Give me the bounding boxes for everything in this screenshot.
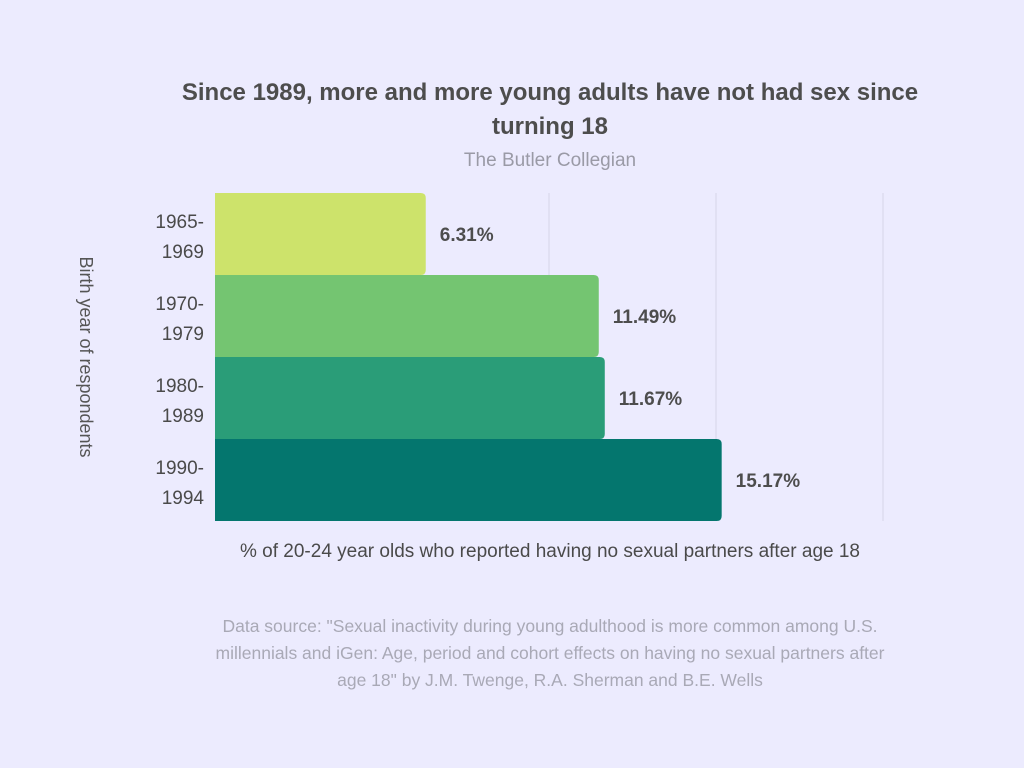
- data-label-2: 11.67%: [619, 389, 682, 410]
- y-tick-line: 1980-: [155, 376, 204, 397]
- y-tick-line: 1994: [162, 488, 205, 509]
- y-tick-label-3: 1990- 1994: [155, 458, 204, 509]
- bar-3: [215, 439, 722, 521]
- y-tick-line: 1979: [162, 324, 204, 345]
- bar-2: [215, 357, 605, 439]
- data-label-3: 15.17%: [736, 471, 801, 492]
- y-tick-label-1: 1970- 1979: [155, 294, 204, 345]
- chart-subtitle: The Butler Collegian: [463, 150, 637, 171]
- bar-0: [215, 193, 426, 275]
- data-label-0: 6.31%: [440, 225, 494, 246]
- data-source-note: Data source: "Sexual inactivity during y…: [215, 616, 885, 690]
- x-axis-label: % of 20-24 year olds who reported having…: [240, 541, 860, 562]
- y-tick-line: 1990-: [155, 458, 204, 479]
- y-tick-label-0: 1965- 1969: [155, 212, 204, 263]
- y-tick-line: 1965-: [155, 212, 204, 233]
- data-label-1: 11.49%: [613, 307, 676, 328]
- bar-1: [215, 275, 599, 357]
- chart-title: Since 1989, more and more young adults h…: [181, 79, 919, 140]
- y-tick-line: 1969: [162, 242, 204, 263]
- y-tick-line: 1989: [162, 406, 204, 427]
- y-tick-line: 1970-: [155, 294, 204, 315]
- y-tick-label-2: 1980- 1989: [155, 376, 204, 427]
